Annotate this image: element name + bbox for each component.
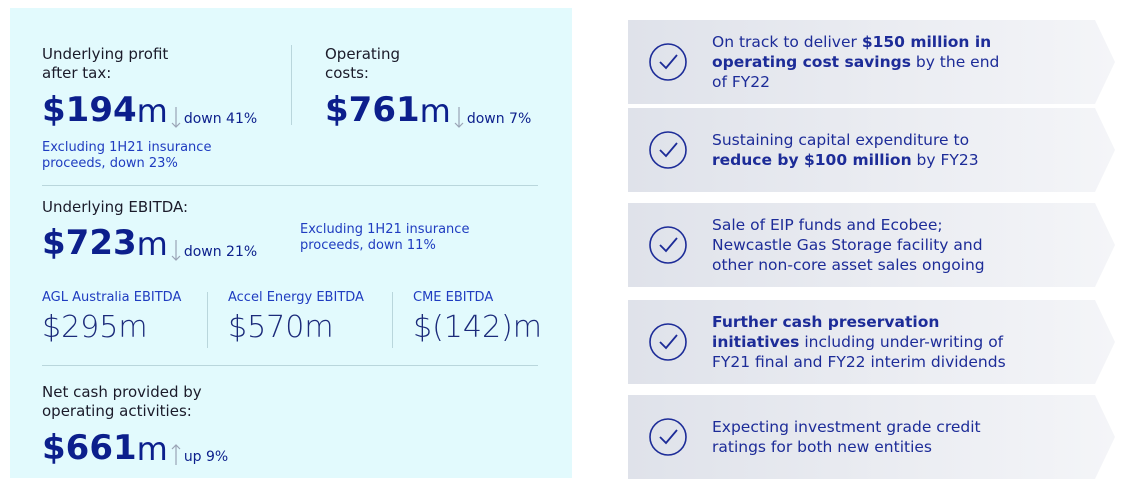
item-text: Expecting investment grade credit rating… [712, 417, 1012, 457]
label-line: operating activities: [42, 402, 192, 420]
label-line: Net cash provided by [42, 383, 202, 401]
note-line: Excluding 1H21 insurance [300, 222, 470, 237]
item-arrow-box [628, 203, 1115, 287]
value: $295 [42, 310, 119, 345]
trend-arrow [171, 107, 181, 128]
check-icon [649, 131, 687, 169]
segment-value: $(142)m [413, 310, 542, 345]
check-mark [659, 237, 678, 253]
label-line: Underlying profit [42, 45, 169, 63]
text-part: Sale of EIP funds and Ecobee; Newcastle … [712, 216, 985, 274]
unit: m [512, 310, 542, 345]
change: down 21% [183, 244, 258, 260]
metric-label: Operating costs: [325, 45, 400, 83]
metric-value: $761 m down 7% [325, 92, 531, 128]
value: $661 [42, 428, 137, 468]
divider [392, 292, 393, 348]
text-part: by FY23 [911, 151, 979, 169]
check-mark [659, 334, 678, 350]
trend-arrow [171, 444, 181, 465]
change: down 41% [183, 111, 258, 127]
value: $194 [42, 90, 137, 130]
check-icon [649, 418, 687, 456]
item-arrow-box [628, 20, 1115, 104]
check-mark [659, 429, 678, 445]
value: $570 [228, 310, 305, 345]
item-arrow-box [628, 108, 1115, 192]
metric-note: Excluding 1H21 insurance proceeds, down 2… [42, 140, 211, 172]
arrow-head [171, 122, 181, 128]
unit: m [304, 310, 334, 345]
note-line: proceeds, down 11% [300, 238, 436, 253]
change: down 7% [466, 111, 532, 127]
divider [291, 45, 292, 125]
text-part: Expecting investment grade credit rating… [712, 418, 981, 456]
initiatives-shapes [628, 20, 1115, 479]
arrow-head [171, 444, 181, 450]
check-mark [659, 142, 678, 158]
divider [42, 365, 538, 366]
value: $(142) [413, 310, 513, 345]
metric-value: $661 m up 9% [42, 430, 228, 466]
item-text: Sale of EIP funds and Ecobee; Newcastle … [712, 215, 1012, 275]
unit: m [136, 92, 168, 130]
unit: m [136, 225, 168, 263]
arrow-head [454, 122, 464, 128]
check-icon [649, 323, 687, 361]
text-part: reduce by $100 million [712, 151, 912, 169]
metric-value: $194 m down 41% [42, 92, 257, 128]
note-line: proceeds, down 23% [42, 156, 178, 171]
metric-label: Underlying EBITDA: [42, 198, 188, 217]
label-line: Operating [325, 45, 400, 63]
check-mark [659, 54, 678, 70]
text-part: $150 million [861, 33, 970, 51]
metric-label: Underlying profit after tax: [42, 45, 168, 83]
item-text: Sustaining capital expenditure to reduce… [712, 130, 1012, 170]
value: $723 [42, 223, 137, 263]
trend-arrow [454, 107, 464, 128]
text-part: On track to deliver [712, 33, 862, 51]
segment-value: $570m [228, 310, 334, 345]
label-line: costs: [325, 64, 369, 82]
item-arrow-box [628, 395, 1115, 479]
arrow-head [171, 255, 181, 261]
text-part: Further cash preservation initiatives [712, 313, 940, 351]
metric-value: $723 m down 21% [42, 225, 257, 261]
check-icon [649, 226, 687, 264]
divider [42, 185, 538, 186]
item-text: Further cash preservation initiatives in… [712, 312, 1012, 372]
change: up 9% [183, 449, 229, 465]
text-part: by the end of FY22 [712, 53, 1000, 91]
segment-label: CME EBITDA [413, 290, 494, 305]
unit: m [118, 310, 148, 345]
item-text: On track to deliver $150 million in oper… [712, 32, 1012, 92]
divider [207, 292, 208, 348]
label-line: Underlying EBITDA: [42, 198, 189, 216]
item-arrow-box [628, 300, 1115, 384]
note-line: Excluding 1H21 insurance [42, 140, 212, 155]
text-part: including under-writing of FY21 final an… [712, 333, 1006, 371]
unit: m [419, 92, 451, 130]
metric-note: Excluding 1H21 insurance proceeds, down 1… [300, 222, 469, 254]
label-line: after tax: [42, 64, 112, 82]
unit: m [136, 430, 168, 468]
value: $761 [325, 90, 420, 130]
trend-arrow [171, 240, 181, 261]
segment-label: AGL Australia EBITDA [42, 290, 182, 305]
check-icon [649, 43, 687, 81]
metric-label: Net cash provided by operating activities… [42, 383, 202, 421]
segment-label: Accel Energy EBITDA [228, 290, 364, 305]
text-part: in operating cost savings [712, 33, 992, 71]
text-part: Sustaining capital expenditure to [712, 131, 970, 149]
segment-value: $295m [42, 310, 148, 345]
